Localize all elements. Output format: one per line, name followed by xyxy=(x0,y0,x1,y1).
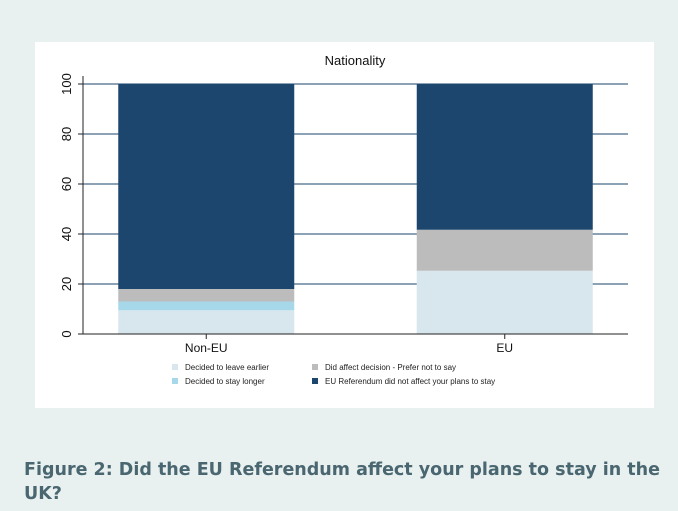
legend-swatch xyxy=(172,378,178,384)
y-tick-label: 100 xyxy=(59,73,74,95)
x-tick-label: Non-EU xyxy=(185,341,228,355)
y-axis: 0 20 40 60 80 100 xyxy=(59,73,628,338)
legend-label: EU Referendum did not affect your plans … xyxy=(325,377,495,386)
x-tick-label: EU xyxy=(496,341,513,355)
bar-segment xyxy=(416,270,593,334)
y-tick-label: 20 xyxy=(59,277,74,291)
bar-segment xyxy=(118,84,295,289)
legend-label: Did affect decision - Prefer not to say xyxy=(325,363,456,372)
bar-segment xyxy=(416,229,593,271)
x-axis-labels: Non-EU EU xyxy=(185,334,513,355)
figure-caption: Figure 2: Did the EU Referendum affect y… xyxy=(24,460,660,504)
legend-swatch xyxy=(172,364,178,370)
bar-segment xyxy=(118,301,295,311)
legend-label: Decided to stay longer xyxy=(185,377,265,386)
y-tick-label: 40 xyxy=(59,227,74,241)
legend-swatch xyxy=(312,364,318,370)
y-tick-label: 0 xyxy=(59,330,74,337)
legend: Decided to leave earlier Decided to stay … xyxy=(172,363,495,386)
bar-segment xyxy=(118,289,295,302)
bar-segment xyxy=(416,84,593,230)
y-tick-label: 60 xyxy=(59,177,74,191)
chart-title: Nationality xyxy=(325,53,386,68)
bars xyxy=(118,84,593,334)
stacked-bar-chart: 0 20 40 60 80 100 Non-EU EU Nationality Decide… xyxy=(59,53,628,386)
legend-label: Decided to leave earlier xyxy=(185,363,269,372)
y-tick-label: 80 xyxy=(59,127,74,141)
legend-swatch xyxy=(312,378,318,384)
bar-segment xyxy=(118,310,295,334)
